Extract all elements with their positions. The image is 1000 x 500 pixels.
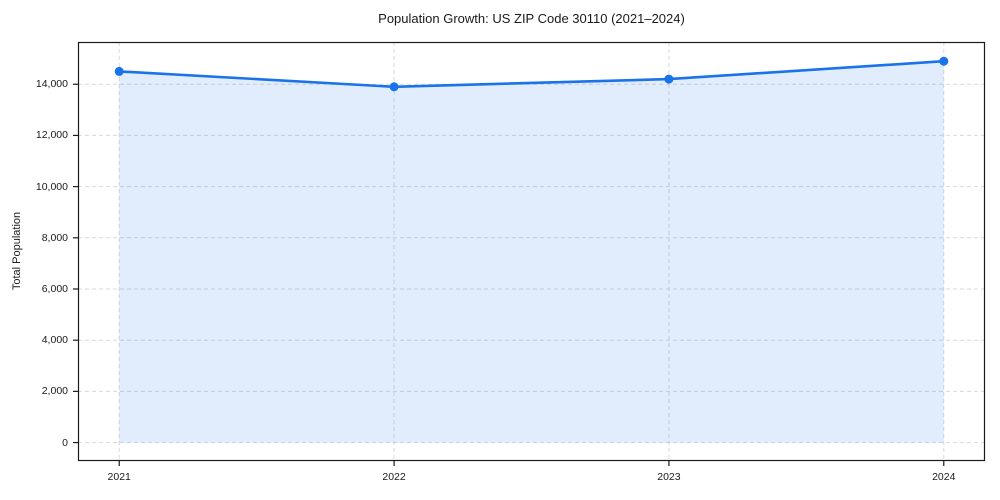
y-tick-label: 6,000 [41, 282, 68, 295]
x-tick-label: 2022 [382, 471, 406, 483]
y-tick-label: 14,000 [35, 78, 68, 91]
y-axis-label: Total Population [11, 211, 23, 291]
y-tick-label: 0 [62, 436, 68, 449]
y-tick-label: 12,000 [35, 129, 68, 142]
axes-frame [77, 41, 986, 462]
x-tick-label: 2023 [657, 471, 681, 483]
y-tick-label: 10,000 [35, 180, 68, 193]
area-fill [119, 61, 944, 443]
x-tick-label: 2024 [932, 471, 956, 483]
data-point-marker [114, 66, 124, 76]
y-tick-label: 4,000 [41, 334, 68, 347]
data-point-marker [389, 82, 399, 92]
data-point-marker [939, 56, 949, 66]
y-tick-label: 8,000 [41, 231, 68, 244]
y-tick-label: 2,000 [41, 385, 68, 398]
data-point-marker [664, 74, 674, 84]
data-line [117, 59, 946, 89]
chart-title: Population Growth: US ZIP Code 30110 (20… [378, 11, 685, 26]
plot-area [73, 41, 986, 466]
x-tick-label: 2021 [107, 471, 131, 483]
